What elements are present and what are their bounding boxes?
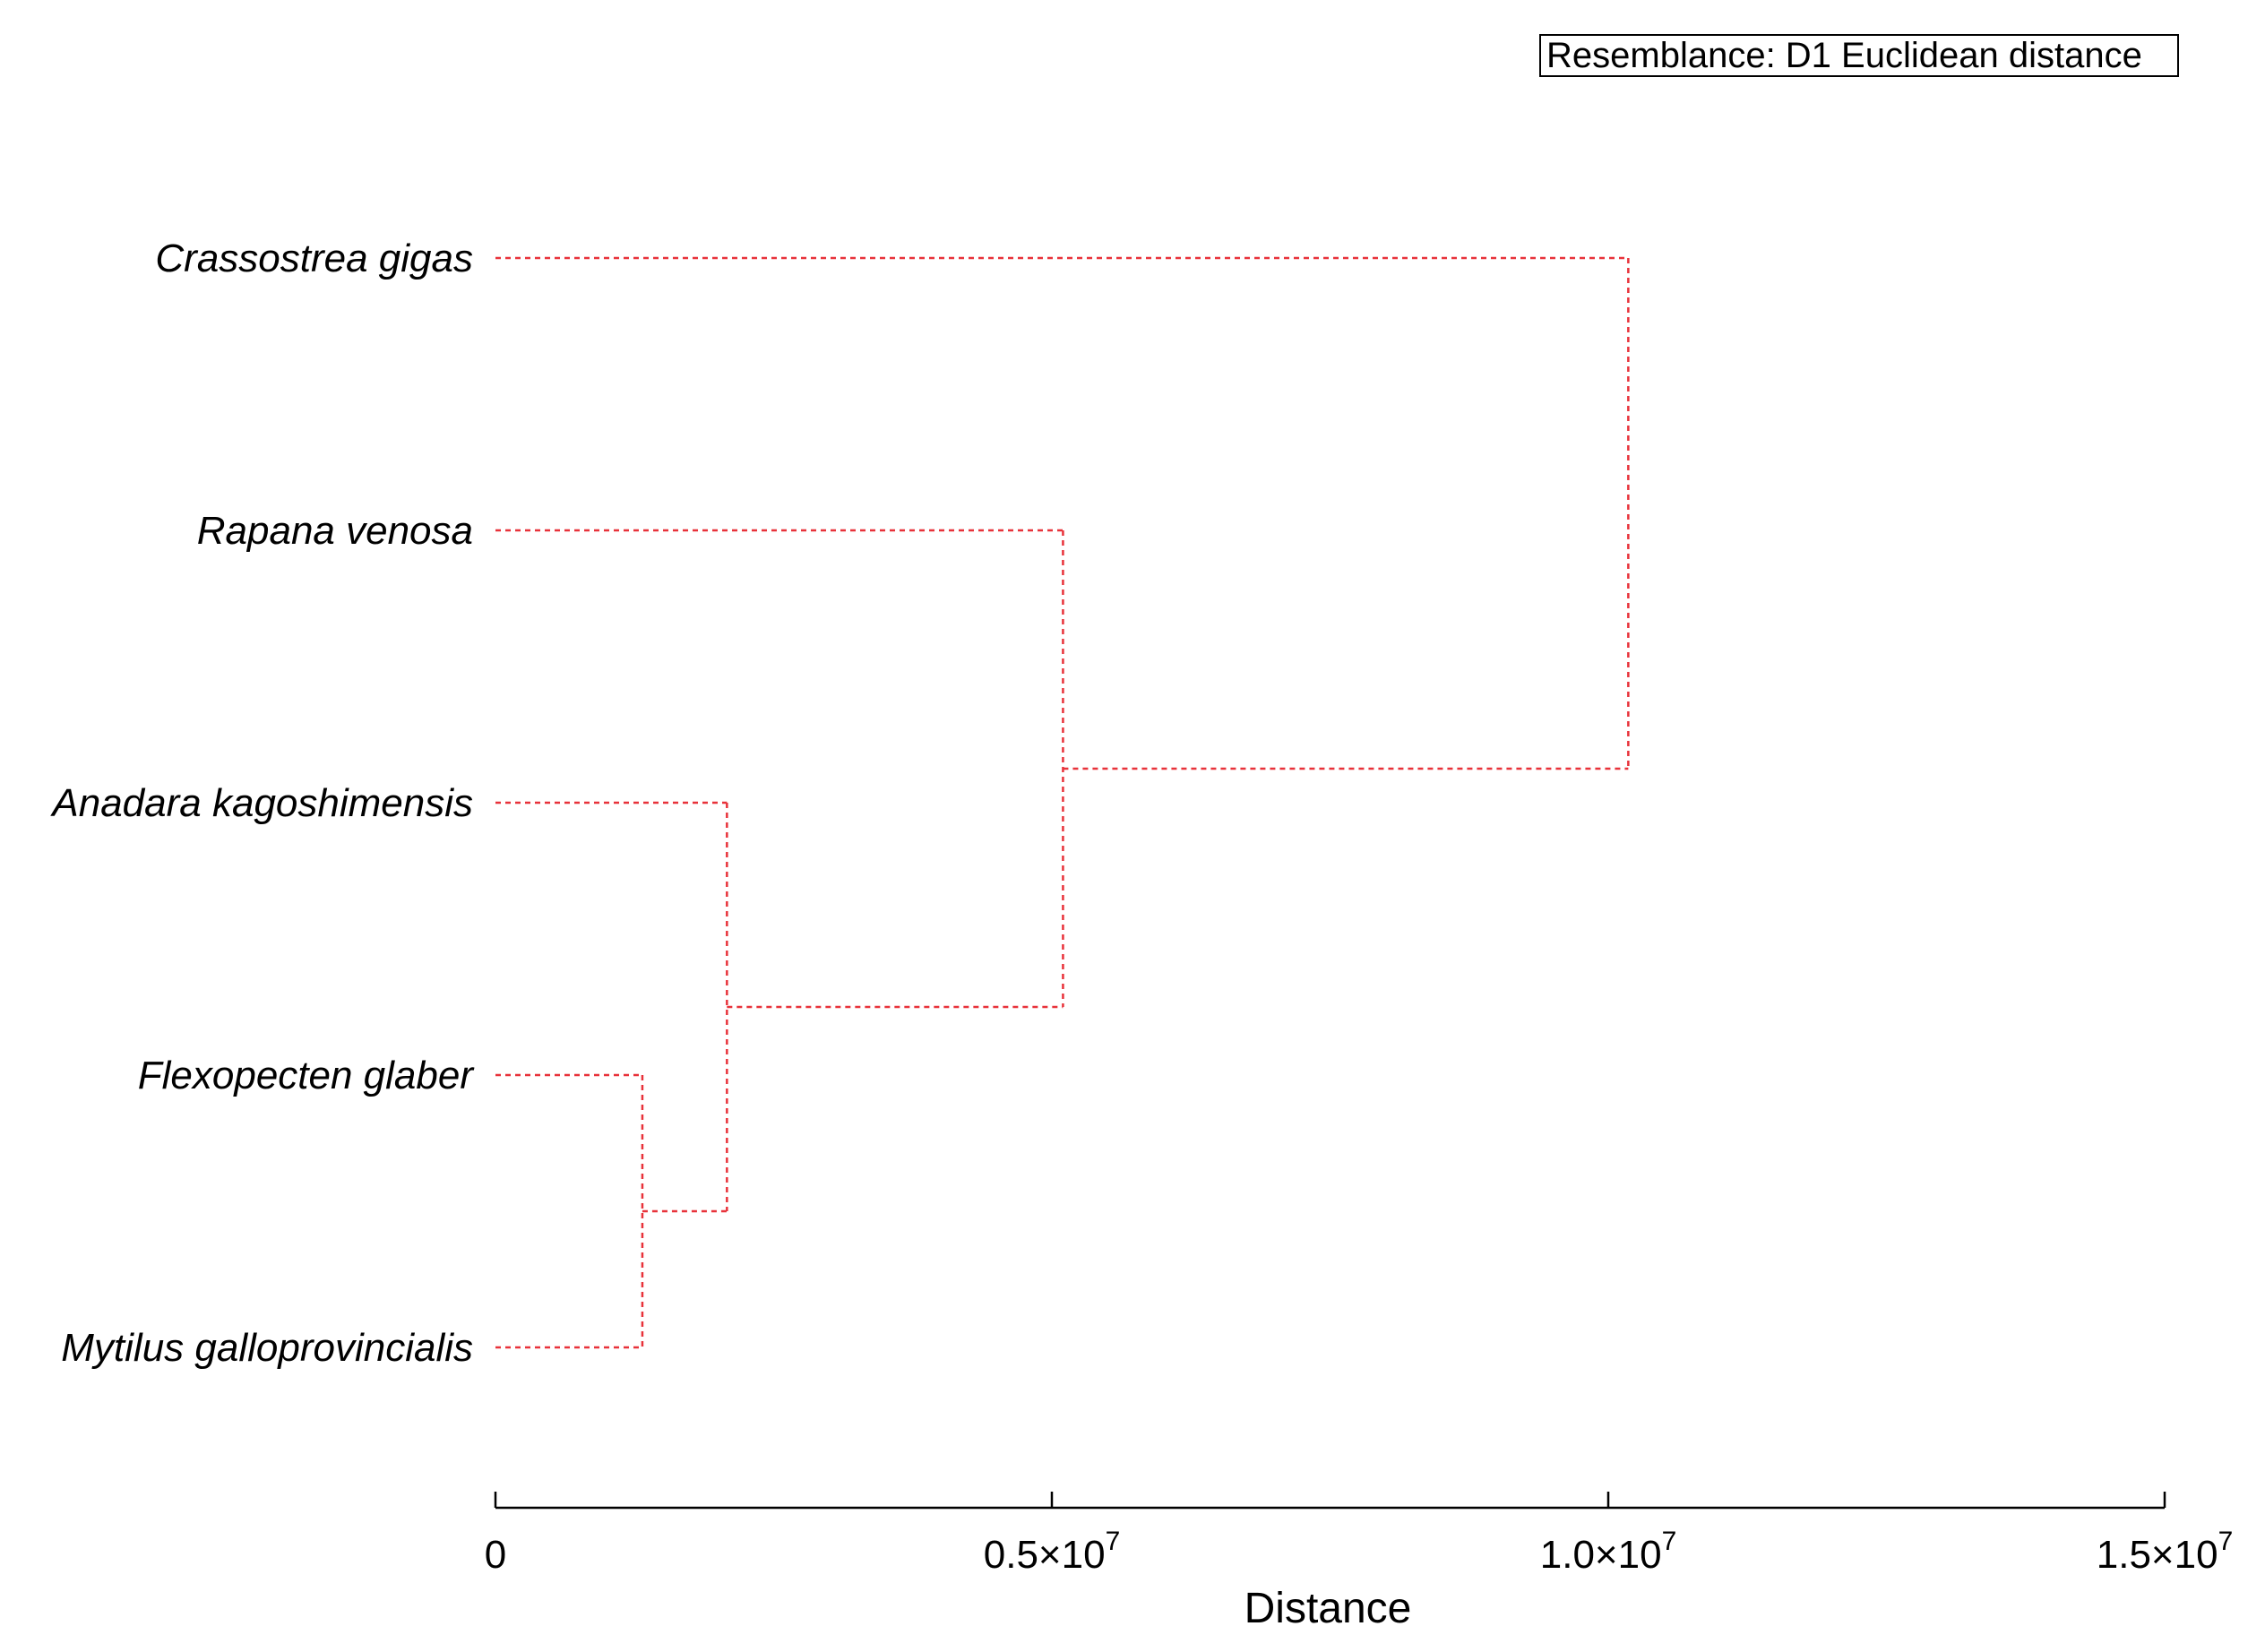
leaf-label: Flexopecten glaber: [138, 1054, 476, 1097]
dendrogram-branches: [495, 256, 1630, 1349]
x-tick-label: 1.0×107: [1540, 1527, 1677, 1577]
x-tick-label: 1.5×107: [2097, 1527, 2234, 1577]
x-axis-title: Distance: [1244, 1585, 1412, 1632]
x-axis: 0 0.5×107 1.0×107 1.5×107: [485, 1492, 2233, 1577]
x-tick-label: 0: [485, 1533, 506, 1577]
leaf-label: Crassostrea gigas: [155, 237, 473, 280]
leaf-labels: Crassostrea gigas Rapana venosa Anadara ka…: [49, 237, 475, 1370]
legend-text: Resemblance: D1 Euclidean distance: [1546, 36, 2142, 75]
leaf-label: Rapana venosa: [197, 509, 473, 553]
legend-box: [1539, 34, 2179, 77]
leaf-label: Mytilus galloprovincialis: [61, 1326, 473, 1370]
leaf-label: Anadara kagoshimensis: [49, 781, 473, 825]
x-tick-label: 0.5×107: [984, 1527, 1121, 1577]
